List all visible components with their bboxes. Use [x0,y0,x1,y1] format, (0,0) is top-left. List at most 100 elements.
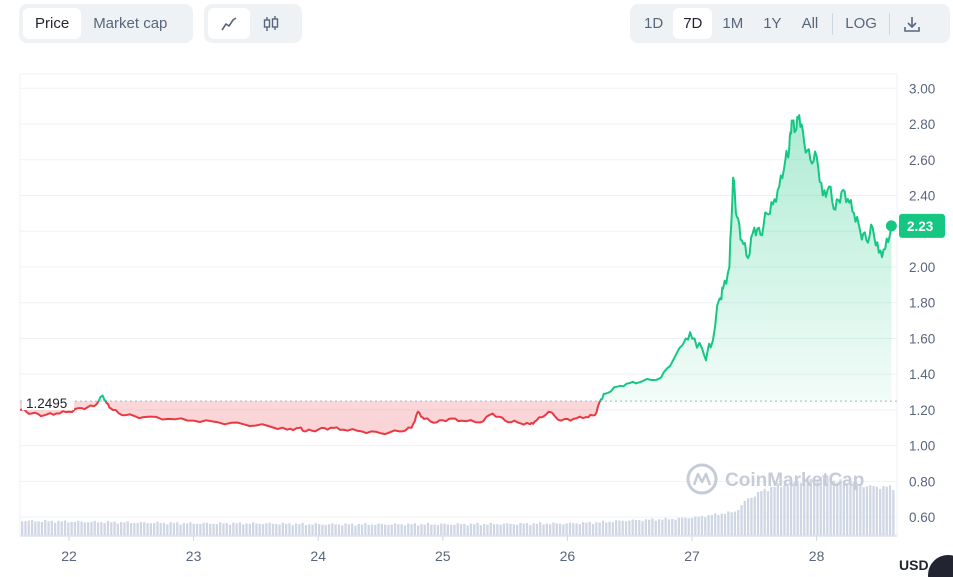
volume-bar [116,523,119,535]
volume-bar [882,486,885,535]
volume-bar [888,485,892,535]
tab-market-cap[interactable]: Market cap [93,15,168,32]
volume-bar [690,518,694,535]
log-scale-toggle[interactable]: LOG [845,15,877,32]
volume-bar [529,525,532,535]
volume-bar [413,523,416,535]
volume-bar [463,523,466,535]
volume-bar [344,523,347,535]
volume-bar [780,487,783,535]
volume-bar [671,518,674,535]
volume-bar [139,521,143,535]
volume-bar [631,519,634,535]
range-1m[interactable]: 1M [722,15,744,32]
volume-bar [113,521,116,535]
volume-bar [268,522,271,535]
volume-bar [760,491,763,535]
volume-bar [644,519,647,535]
volume-bar [648,519,651,535]
volume-bar [789,480,793,535]
volume-bar [545,523,548,535]
reference-label: 1.2495 [26,396,67,411]
volume-bar [684,517,687,535]
volume-bar [219,522,222,535]
price-area-above-reference [98,115,892,402]
volume-bar [793,482,796,535]
volume-bar [598,522,601,535]
volume-bar [331,523,334,535]
volume-bar [770,486,773,535]
volume-bars [21,477,895,535]
y-tick-label: 1.40 [909,367,935,382]
volume-bar [265,523,268,535]
volume-bar [374,524,377,535]
volume-bar [634,519,638,535]
volume-bar [502,523,506,535]
volume-bar [509,523,512,535]
volume-bar [195,523,199,535]
volume-bar [301,522,304,535]
volume-bar [37,521,40,535]
line-chart-icon[interactable] [208,8,250,39]
volume-bar [661,519,664,535]
volume-bar [486,524,489,535]
metric-tabs: Price Market cap [19,4,193,43]
volume-bar [681,517,684,535]
volume-bar [654,520,657,535]
volume-bar [730,512,733,535]
range-all[interactable]: All [801,15,819,32]
volume-bar [826,477,829,535]
volume-bar [436,525,440,535]
volume-bar [591,523,595,535]
range-1y[interactable]: 1Y [763,15,782,32]
volume-bar [291,525,294,535]
volume-bar [275,523,278,535]
volume-bar [806,478,809,535]
currency-toggle-icon[interactable] [928,555,953,577]
volume-bar [341,525,344,535]
volume-bar [535,523,539,535]
current-price-badge: 2.23 [899,213,945,238]
volume-bar [347,524,350,535]
volume-bar [73,521,77,535]
y-tick-label: 2.60 [909,153,935,168]
x-axis: 22 23 24 25 26 27 28 [61,536,825,564]
x-tick-label: 22 [61,548,77,564]
volume-bar [443,523,446,535]
volume-bar [370,524,374,535]
volume-bar [624,521,628,535]
volume-bar [446,524,449,535]
volume-bar [473,524,476,535]
volume-bar [103,523,106,535]
x-tick-label: 28 [809,548,825,564]
volume-bar [110,522,113,535]
range-1d[interactable]: 1D [644,15,664,32]
volume-bar [492,524,496,535]
volume-bar [753,496,756,535]
volume-bar [337,524,341,535]
volume-bar [747,498,750,535]
volume-bar [100,522,103,535]
volume-bar [638,520,641,535]
volume-bar [67,522,70,535]
volume-bar [611,522,614,535]
download-icon[interactable] [894,8,930,39]
volume-bar [324,524,327,535]
volume-bar [169,522,172,535]
volume-bar [532,523,535,535]
y-tick-label: 2.80 [909,117,935,132]
volume-bar [516,524,519,535]
volume-bar [83,522,86,535]
currency-button[interactable]: USD [899,555,953,577]
volume-bar [479,525,482,535]
volume-bar [687,518,690,535]
volume-bar [146,523,149,535]
volume-bar [459,524,463,535]
range-7d[interactable]: 7D [673,8,713,39]
volume-bar [393,523,397,535]
volume-bar [261,524,265,535]
tab-price[interactable]: Price [23,8,82,39]
candlestick-chart-icon[interactable] [250,8,292,39]
volume-bar [149,523,152,535]
